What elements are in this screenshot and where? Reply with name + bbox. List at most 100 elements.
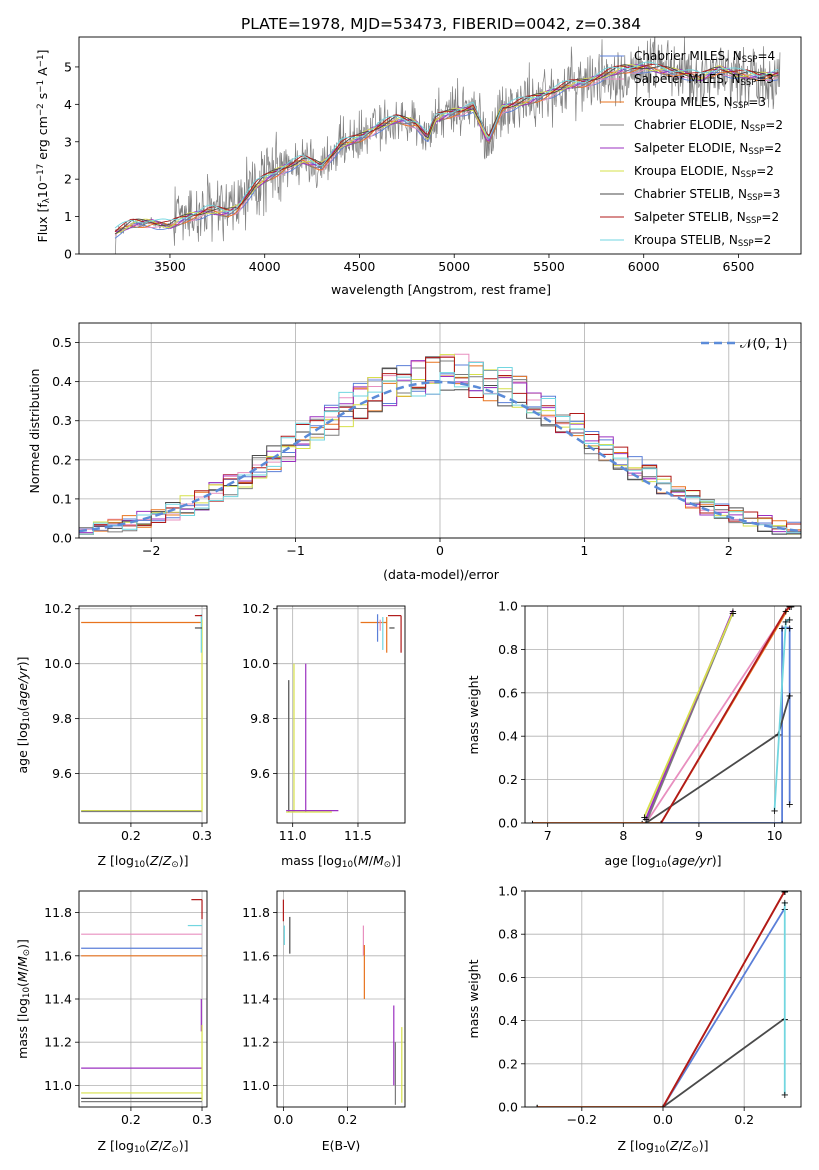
legend-label: Salpeter STELIB, NSSP=2	[634, 210, 779, 225]
data-spectrum	[113, 37, 781, 254]
marker: +	[781, 887, 789, 898]
weight-line	[532, 606, 791, 823]
y-tick-label: 0.8	[498, 927, 518, 942]
legend-label: Salpeter ELODIE, NSSP=2	[634, 141, 782, 156]
weight-line	[773, 618, 791, 811]
y-tick-label: 0	[64, 247, 72, 262]
x-tick-label: 0.2	[734, 1112, 754, 1127]
model-line	[114, 64, 779, 235]
mass-ebv-axes: 0.0 0.2 11.0 11.2 11.4 11.6 11.8 E(B-V)	[242, 890, 406, 1153]
histogram-step	[79, 362, 801, 535]
axes-frame	[78, 36, 802, 255]
marker: +	[659, 1103, 667, 1114]
weight-z-axes: + +++ +++ ++++++++−0.2 0.0 0.2 0.0 0.2 0.4 0.6 0.8…	[466, 884, 802, 1155]
axes-frame	[276, 890, 406, 1108]
marker: +	[781, 1090, 789, 1101]
y-tick-label: 10.2	[44, 601, 72, 616]
weight-line	[537, 907, 786, 1107]
plot-area	[113, 37, 781, 254]
y-tick-label: 11.8	[242, 905, 270, 920]
plot-area	[79, 353, 801, 535]
marker: +	[785, 602, 793, 613]
marker: +	[642, 815, 650, 826]
marker: +	[770, 806, 778, 817]
x-tick-label: 0.2	[121, 828, 141, 843]
x-tick-label: 0.0	[273, 1112, 293, 1127]
mass-z-axes: 0.2 0.3 11.0 11.2 11.4 11.6 11.8 Z [log10(Z/Z⊙)…	[15, 890, 212, 1155]
y-tick-label: 0.6	[498, 970, 518, 985]
x-tick-label: −1	[286, 543, 304, 558]
y-tick-label: 11.0	[242, 1078, 270, 1093]
x-axis-label: (data-model)/error	[383, 567, 500, 582]
marker: +	[533, 1103, 541, 1114]
axes-frame	[78, 322, 802, 539]
plot-area: ++ ++ +++ +++ +++++++++++++++++	[528, 602, 795, 830]
y-tick-label: 0.6	[498, 685, 518, 700]
legend-label: Kroupa ELODIE, NSSP=2	[634, 164, 774, 179]
y-tick-label: 1.0	[498, 599, 518, 614]
x-axis-label: mass [log10(M/M⊙)]	[281, 853, 401, 870]
x-tick-label: 6000	[628, 259, 660, 274]
marker: +	[729, 609, 737, 620]
y-axis-label: age [log10(age/yr)]	[15, 656, 32, 773]
y-tick-label: 0.0	[498, 1100, 518, 1115]
y-tick-label: 1	[64, 209, 72, 224]
y-tick-label: 0.8	[498, 642, 518, 657]
marker: +	[785, 691, 793, 702]
y-tick-label: 9.8	[250, 711, 270, 726]
legend-label: Kroupa MILES, NSSP=3	[634, 95, 766, 110]
x-tick-label: 1	[580, 543, 588, 558]
marker: +	[781, 887, 789, 898]
x-tick-label: 7	[544, 828, 552, 843]
marker: +	[785, 799, 793, 810]
x-tick-label: 4500	[344, 259, 376, 274]
marker: +	[659, 1103, 667, 1114]
legend-label: 𝒩(0, 1)	[740, 337, 787, 352]
age-z-axes: 0.2 0.3 9.6 9.8 10.0 10.2 Z [log10(Z/Z⊙)] age […	[15, 601, 212, 870]
marker: +	[642, 819, 650, 830]
legend-label: Chabrier ELODIE, NSSP=2	[634, 118, 783, 133]
x-tick-label: 0.3	[192, 828, 212, 843]
y-tick-label: 0.0	[52, 531, 72, 546]
x-tick-label: 0.0	[653, 1112, 673, 1127]
y-tick-label: 11.6	[242, 948, 270, 963]
y-axis-label: mass weight	[466, 675, 481, 754]
marker: +	[642, 819, 650, 830]
y-tick-label: 4	[64, 97, 72, 112]
legend-label: Chabrier MILES, NSSP=4	[634, 49, 775, 64]
y-axis-label: mass weight	[466, 959, 481, 1038]
weight-line	[537, 891, 786, 1107]
y-axis-label: Normed distribution	[27, 369, 42, 494]
y-tick-label: 10.0	[242, 656, 270, 671]
marker: +	[785, 602, 793, 613]
residual-axes: −2 −1 0 1 2 0.0 0.1 0.2 0.3 0.4 0.5 (data-model)/er…	[27, 322, 802, 582]
x-tick-label: 11.0	[279, 828, 307, 843]
y-tick-label: 2	[64, 172, 72, 187]
x-tick-label: 4000	[249, 259, 281, 274]
y-tick-label: 1.0	[498, 884, 518, 899]
x-tick-label: 0.2	[337, 1112, 357, 1127]
y-tick-label: 9.6	[250, 766, 270, 781]
y-axis-label: mass [log10(M/M⊙)]	[15, 939, 32, 1059]
x-tick-label: 8	[619, 828, 627, 843]
x-axis-label: age [log10(age/yr)]	[604, 853, 721, 870]
y-axis-label: Flux [fλ10−17 erg cm−2 s−1 A−1]	[35, 50, 52, 243]
weight-line	[642, 626, 791, 823]
x-tick-label: 0.2	[121, 1112, 141, 1127]
histogram-step	[79, 356, 801, 535]
axes-frame	[524, 605, 802, 824]
axes-frame	[276, 605, 406, 824]
model-line	[114, 67, 779, 236]
marker: +	[781, 887, 789, 898]
y-tick-label: 11.8	[44, 905, 72, 920]
marker: +	[785, 615, 793, 626]
figure-title: PLATE=1978, MJD=53473, FIBERID=0042, z=0…	[241, 15, 641, 33]
y-tick-label: 0.4	[498, 729, 518, 744]
marker: +	[782, 617, 790, 628]
spectrum-axes: 3500 4000 4500 5000 5500 6000 6500 0 1 2 3 4 5 wavele…	[35, 36, 802, 297]
plot-area	[282, 899, 403, 1105]
y-tick-label: 0.2	[52, 452, 72, 467]
x-tick-label: 6500	[723, 259, 755, 274]
x-tick-label: −0.2	[567, 1112, 597, 1127]
